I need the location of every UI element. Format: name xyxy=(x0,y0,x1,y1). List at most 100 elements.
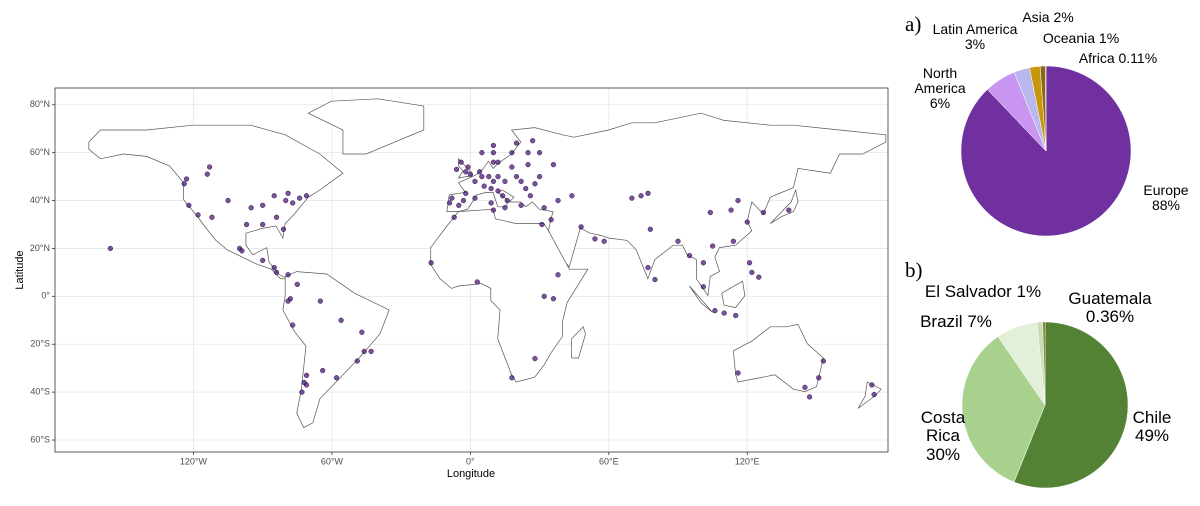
point xyxy=(303,193,310,199)
point xyxy=(652,276,658,283)
pie-slice xyxy=(1045,65,1047,152)
point xyxy=(488,185,494,192)
point xyxy=(536,150,543,156)
y-tick-label: 80°N xyxy=(30,99,50,109)
point xyxy=(707,209,713,216)
slice-category: Africa xyxy=(1078,50,1115,66)
point xyxy=(486,174,492,180)
point xyxy=(490,142,497,149)
point xyxy=(530,138,536,144)
point xyxy=(686,253,693,259)
panel-title: b) xyxy=(905,258,923,282)
point xyxy=(555,197,561,204)
y-tick-label: 20°S xyxy=(30,339,50,349)
x-tick-label: 60°E xyxy=(599,456,619,466)
slice-category: Costa Rica xyxy=(920,408,966,446)
point xyxy=(490,178,497,184)
point xyxy=(463,190,469,196)
point xyxy=(733,312,739,319)
point xyxy=(550,296,557,302)
point xyxy=(541,293,547,299)
slice-category: Europe xyxy=(1143,182,1189,198)
slice-value: 1% xyxy=(1098,30,1120,46)
point xyxy=(786,207,792,213)
point xyxy=(460,197,467,204)
point xyxy=(453,166,460,173)
point xyxy=(749,269,755,275)
point xyxy=(285,298,291,304)
slice-category: Oceania xyxy=(1042,30,1096,46)
point xyxy=(195,212,201,218)
point xyxy=(260,202,266,208)
point xyxy=(532,356,538,362)
point xyxy=(495,188,501,194)
point xyxy=(592,236,598,242)
slice-value: 30% xyxy=(925,444,961,464)
point xyxy=(502,178,508,184)
point xyxy=(290,322,296,328)
point xyxy=(354,358,360,364)
point xyxy=(746,260,753,266)
map-border xyxy=(54,87,889,453)
point xyxy=(710,243,716,249)
point xyxy=(271,265,277,271)
point xyxy=(273,269,280,275)
point xyxy=(465,164,471,170)
point xyxy=(536,174,543,180)
x-tick-label: 120°W xyxy=(180,456,208,466)
point xyxy=(368,348,374,355)
point xyxy=(527,193,533,199)
panel-title: a) xyxy=(905,12,921,36)
point xyxy=(712,308,718,314)
point xyxy=(479,174,485,180)
point xyxy=(802,384,808,390)
x-tick-label: 60°W xyxy=(321,456,344,466)
x-tick-label: 120°E xyxy=(735,456,760,466)
point xyxy=(869,382,875,388)
point xyxy=(735,197,741,204)
point xyxy=(248,205,254,211)
point xyxy=(490,150,497,156)
slice-label: Africa 0.11% xyxy=(1073,50,1163,66)
point xyxy=(541,205,547,211)
point xyxy=(290,200,296,206)
slice-label: El Salvador 1% xyxy=(918,282,1048,301)
point xyxy=(280,226,287,232)
slice-label: Europe 88% xyxy=(1136,182,1196,213)
point xyxy=(504,197,510,204)
point xyxy=(107,245,113,252)
point xyxy=(296,195,303,201)
point xyxy=(488,200,494,206)
slice-category: Asia xyxy=(1022,9,1050,25)
point xyxy=(816,375,822,381)
point xyxy=(338,317,344,323)
point xyxy=(548,217,554,223)
point xyxy=(285,272,291,278)
point xyxy=(481,183,487,189)
pie-slice xyxy=(1013,321,1129,489)
point xyxy=(638,193,644,199)
point xyxy=(647,226,653,232)
point xyxy=(456,202,462,208)
point xyxy=(490,159,497,165)
x-axis-title: Longitude xyxy=(447,468,495,480)
point xyxy=(513,174,520,180)
y-tick-label: 40°S xyxy=(30,387,50,397)
point xyxy=(490,207,497,213)
slice-value: 2% xyxy=(1053,9,1074,25)
land xyxy=(89,99,886,428)
point xyxy=(181,181,187,187)
slice-label: Costa Rica 30% xyxy=(913,408,973,464)
slice-label: Chile 49% xyxy=(1122,408,1182,446)
point xyxy=(472,195,478,201)
point xyxy=(467,171,473,177)
point xyxy=(243,221,250,228)
point xyxy=(645,265,651,271)
point xyxy=(428,260,434,266)
point xyxy=(359,329,365,335)
point xyxy=(756,274,762,280)
point xyxy=(299,389,305,395)
slice-label: Oceania 1% xyxy=(1041,30,1121,46)
point xyxy=(601,238,607,244)
point xyxy=(209,214,215,220)
